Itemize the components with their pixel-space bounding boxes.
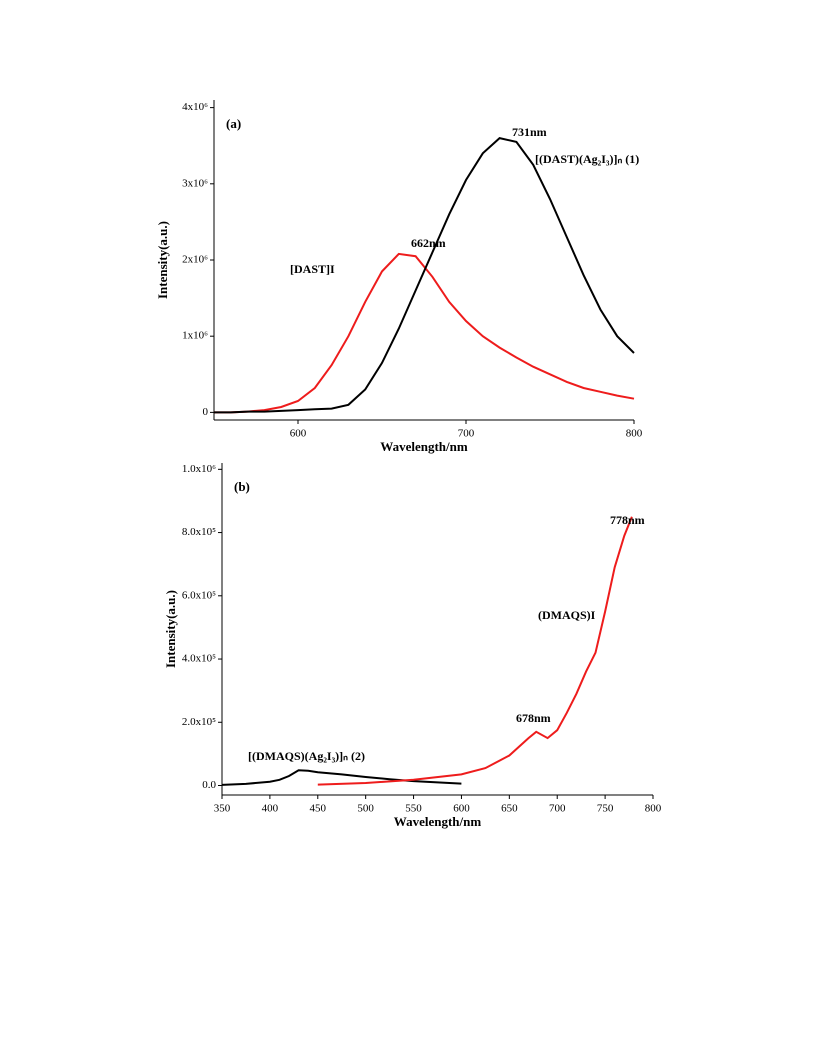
x-tick-label: 600 (453, 803, 470, 815)
annotation: 678nm (516, 711, 551, 725)
y-axis-label: Intensity(a.u.) (163, 590, 178, 668)
series-line (214, 137, 635, 414)
x-tick-label: 650 (501, 803, 518, 815)
y-axis-label: Intensity(a.u.) (155, 221, 170, 299)
y-tick-label: 2.0x10⁵ (182, 716, 216, 728)
y-tick-label: 6.0x10⁵ (182, 589, 216, 601)
x-tick-label: 500 (357, 803, 374, 815)
annotation: 731nm (512, 125, 547, 139)
y-tick-label: 1x10⁶ (182, 330, 208, 342)
x-tick-label: 400 (262, 803, 279, 815)
panel-label: (a) (226, 116, 241, 131)
x-tick-label: 800 (626, 428, 643, 440)
x-axis-label: Wavelength/nm (394, 814, 482, 829)
y-tick-label: 2x10⁶ (182, 254, 208, 266)
x-tick-label: 700 (549, 803, 566, 815)
series-line (214, 252, 635, 414)
y-tick-label: 0.0 (202, 779, 216, 791)
y-tick-label: 4.0x10⁵ (182, 653, 216, 665)
x-tick-label: 800 (645, 803, 662, 815)
y-tick-label: 0 (203, 406, 209, 418)
x-tick-label: 600 (290, 428, 307, 440)
y-tick-label: 8.0x10⁵ (182, 526, 216, 538)
series-line (317, 516, 633, 786)
series-label: [DAST]I (290, 262, 335, 276)
annotation: 662nm (411, 236, 446, 250)
y-tick-label: 3x10⁶ (182, 177, 208, 189)
x-tick-label: 750 (597, 803, 614, 815)
x-tick-label: 450 (310, 803, 327, 815)
panel-label: (b) (234, 479, 250, 494)
series-label: [(DMAQS)(Ag₂I₃)]ₙ (2) (248, 749, 365, 763)
annotation: 778nm (610, 513, 645, 527)
y-tick-label: 1.0x10⁶ (182, 463, 216, 475)
series-label: (DMAQS)I (538, 608, 596, 622)
x-tick-label: 350 (214, 803, 231, 815)
series-label: [(DAST)(Ag₂I₃)]ₙ (1) (535, 152, 639, 166)
y-tick-label: 4x10⁶ (182, 101, 208, 113)
x-axis-label: Wavelength/nm (380, 439, 468, 454)
x-tick-label: 700 (458, 428, 475, 440)
x-tick-label: 550 (405, 803, 422, 815)
